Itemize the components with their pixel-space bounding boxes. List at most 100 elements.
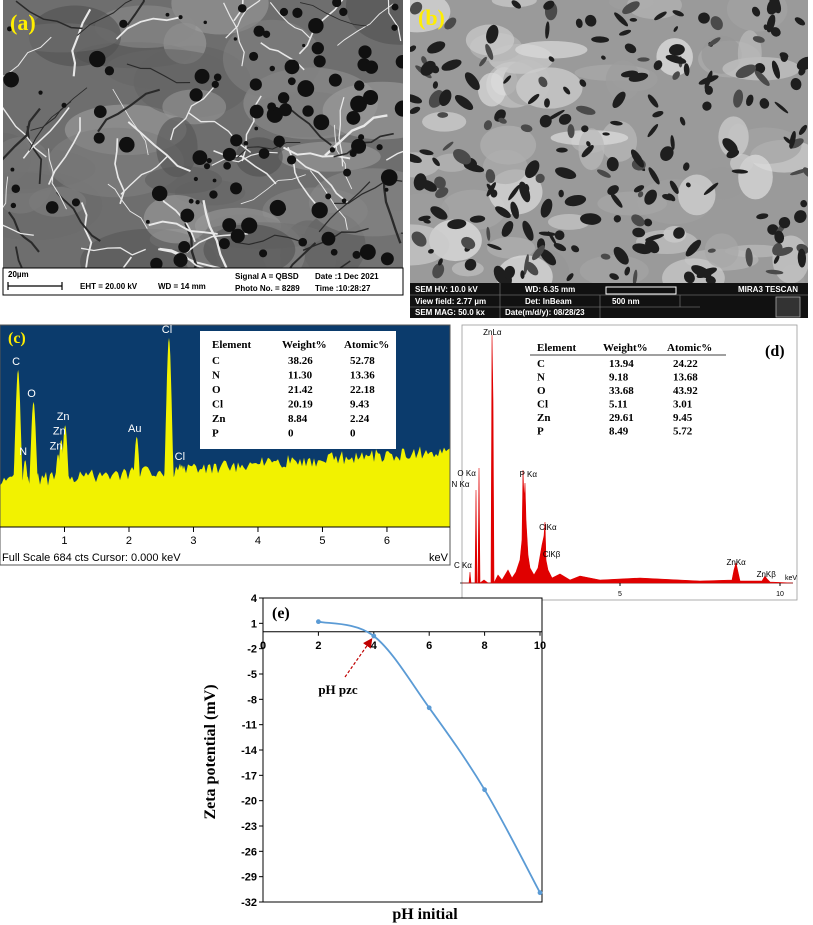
sem-pore [601,55,606,60]
sem-pore [558,113,572,125]
sem-pore [339,7,348,17]
table-cell: 13.68 [673,372,698,384]
peak-label: Zn [57,411,70,423]
sem-pore [644,189,657,205]
sem-wrinkle [15,0,83,30]
sem-pore [503,75,512,84]
y-tick-label: -5 [247,669,257,681]
x-tick-label: 2 [315,640,321,652]
peak-label: Zn [50,440,63,452]
peak-label: P Kα [520,470,538,479]
sem-pore [624,266,631,276]
sem-pore [420,179,437,192]
spectrum-peak [48,439,75,527]
sem-pore [193,176,198,182]
sem-wrinkle [333,132,394,158]
sem-pore [798,124,808,135]
sem-pore [435,187,449,199]
sem-pore [683,162,690,171]
sem-pore [669,180,679,194]
sem-wrinkle [235,234,301,246]
sem-pore [464,72,480,91]
table-header: Weight% [603,342,648,354]
sem-pore [691,265,712,279]
sem-pore [254,126,259,131]
table-cell: 20.19 [288,399,313,411]
sem-pore [600,253,611,260]
sem-pore [759,98,770,109]
sem-pore [427,41,446,54]
sem-pore [660,146,674,161]
table-cell: 9.18 [609,372,629,384]
sem-pore [119,19,128,28]
x-tick-label: 10 [776,591,784,598]
sem-pore [545,21,550,39]
sem-patch [144,166,223,194]
sem-pore [10,167,15,172]
spectrum-peak [169,465,195,527]
table-header: Atomic% [667,342,712,354]
x-tick-label: 0 [260,640,266,652]
sem-pore [249,78,262,91]
sem-pore [596,169,611,178]
sem-wrinkle [302,227,369,251]
sem-pore [233,37,238,41]
sem-pore [464,258,477,271]
sem-grain [678,174,716,216]
sem-pore [708,37,721,47]
sem-pore [746,94,754,107]
plot-e-frame [262,597,543,903]
sem-pore [710,16,723,31]
sem-pore [230,228,245,243]
sem-pore [432,157,440,167]
sem-pore [539,114,552,128]
table-cell: C [537,358,545,370]
sem-pore [485,43,494,60]
sem-pore [211,80,219,89]
table-cell: 8.49 [609,426,629,438]
sem-pore [567,124,575,139]
sem-pore [173,253,188,268]
scale-bar-label: 20µm [8,270,29,279]
sem-pore [613,246,629,265]
sem-pore [222,147,237,162]
sem-info: MIRA3 TESCAN [738,285,798,294]
sem-pore [566,273,574,282]
sem-pore [652,110,664,118]
sem-pore [273,135,285,147]
sem-pore [145,219,150,224]
data-line [318,620,541,894]
sem-pore [679,116,686,126]
sem-pore [391,3,399,11]
x-tick-label: 3 [190,535,196,547]
panel-label: (e) [272,605,290,622]
sem-pore [535,173,545,184]
sem-pore [776,246,794,257]
y-axis-title: Zeta potential (mV) [202,684,219,819]
sem-grain [487,236,535,259]
sem-pore [485,169,496,184]
sem-grain [704,233,739,268]
sem-wrinkle [14,246,23,268]
sem-pore [230,182,243,195]
sem-pore [6,26,12,32]
sem-pore [745,247,753,267]
sem-pore [673,227,685,239]
sem-pore [766,0,780,15]
table-cell: 13.94 [609,358,634,370]
x-unit: keV [785,575,797,582]
sem-pore [731,169,749,174]
sem-pore [612,91,626,108]
sem-pore [346,110,361,125]
sem-pore [703,182,719,196]
sem-pore [104,66,115,76]
sem-wrinkle [387,0,402,42]
sem-wrinkle [122,256,133,268]
x-tick-label: 4 [371,640,378,652]
x-tick-label: 5 [319,535,325,547]
sem-pore [606,156,619,172]
sem-pore [774,230,785,244]
sem-pore [432,263,445,279]
sem-pore [794,17,806,26]
